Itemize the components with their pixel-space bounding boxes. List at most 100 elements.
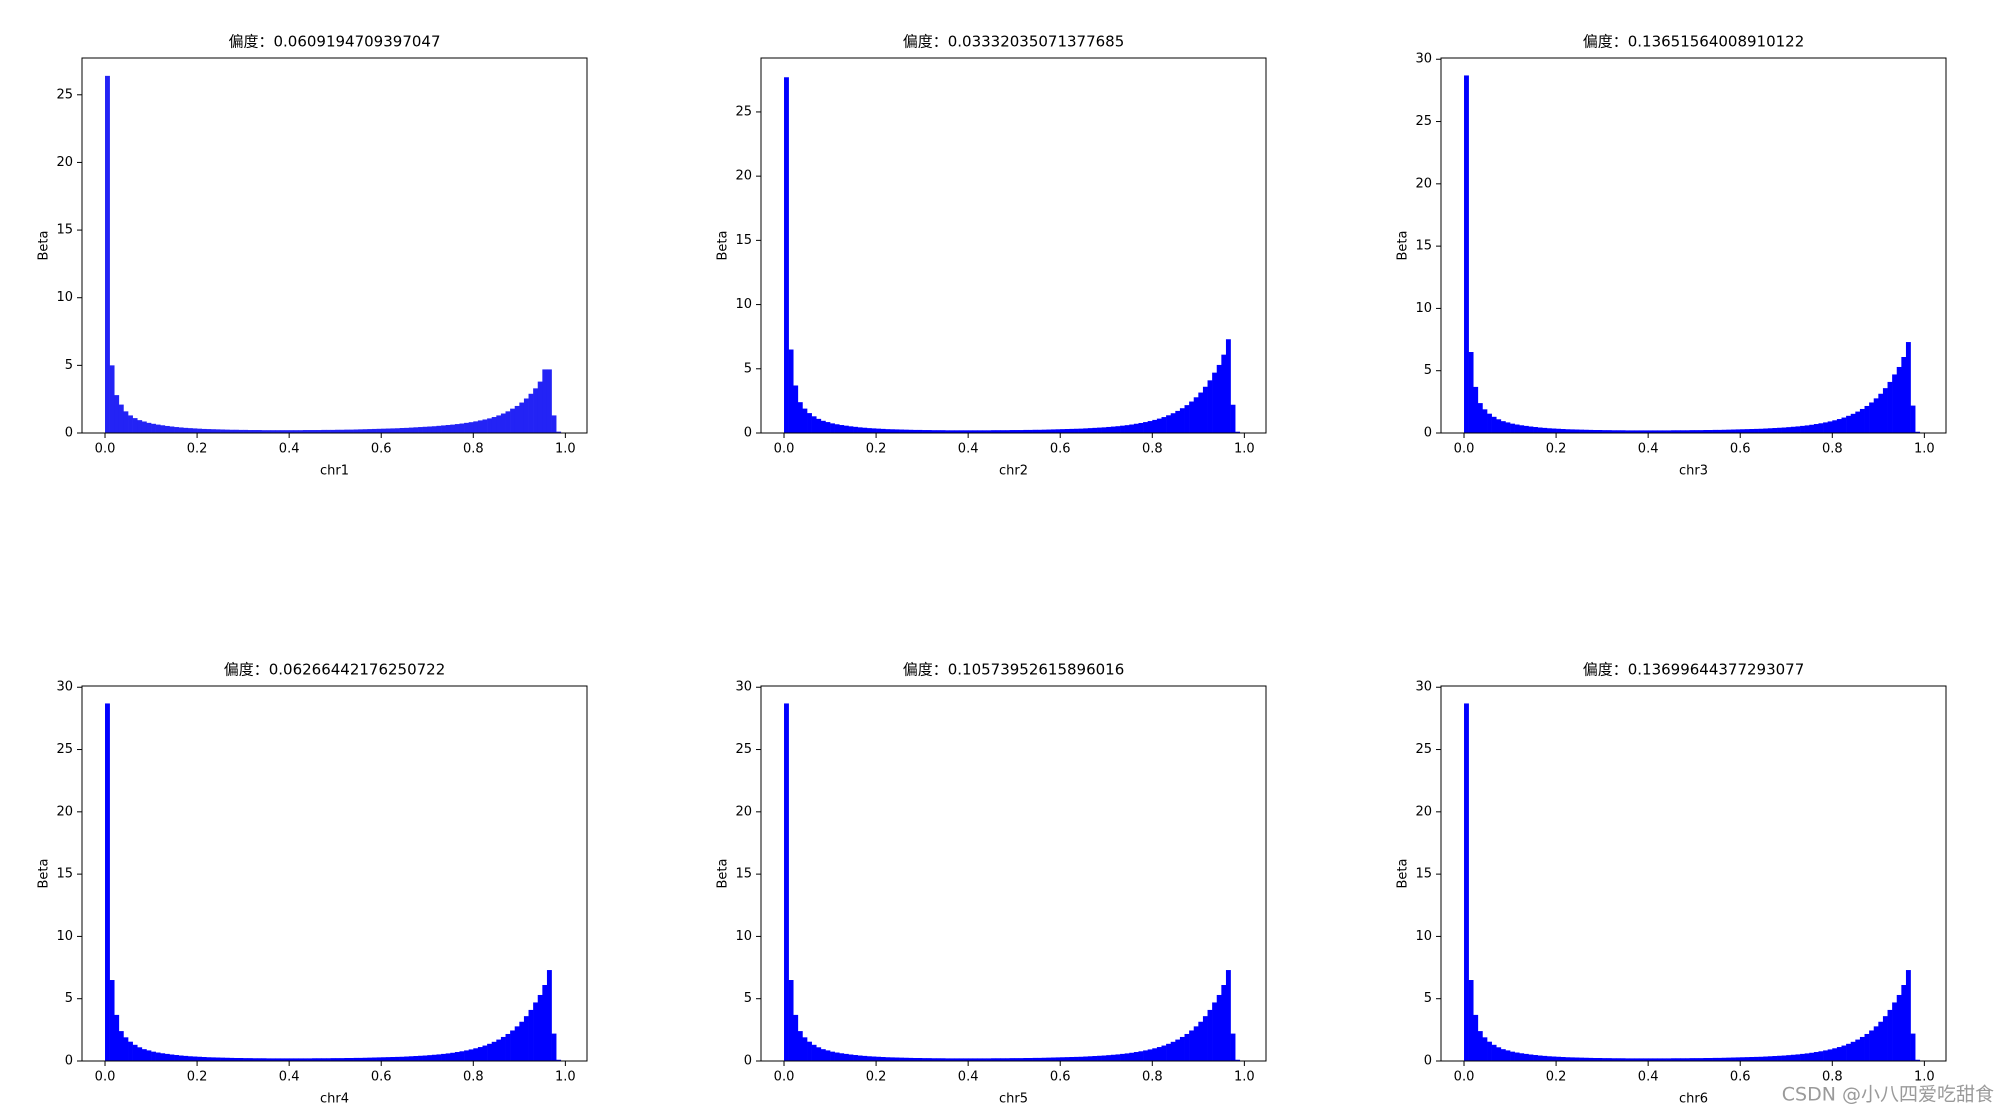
y-tick-label: 10	[1415, 301, 1432, 316]
histogram-bar	[404, 427, 410, 433]
histogram-bar	[1482, 409, 1488, 433]
histogram-bar	[825, 1050, 831, 1061]
histogram-bar	[1721, 429, 1727, 433]
histogram-bar	[903, 1057, 909, 1061]
histogram-bar	[940, 430, 946, 433]
histogram-bar	[436, 1054, 442, 1061]
histogram-bar	[468, 422, 474, 433]
histogram-bar	[871, 1056, 877, 1061]
histogram-bar	[1758, 428, 1764, 433]
histogram-bar	[949, 1058, 955, 1061]
histogram-bar	[1846, 415, 1852, 433]
histogram-bar	[857, 1055, 863, 1061]
histogram-bar	[972, 430, 978, 433]
histogram-bar	[528, 393, 534, 433]
chart-title: 偏度：0.10573952615896016	[903, 661, 1125, 679]
x-tick-label: 0.6	[1050, 1070, 1071, 1085]
histogram-bar	[1583, 1057, 1589, 1061]
histogram-bar	[1744, 1057, 1750, 1061]
histogram-bar	[1097, 427, 1102, 433]
histogram-bar	[201, 428, 207, 433]
histogram-bar	[1597, 1058, 1603, 1061]
histogram-bar	[1051, 1057, 1056, 1061]
histogram-bar	[372, 428, 377, 433]
histogram-bar	[1878, 393, 1884, 433]
histogram-bar	[866, 428, 872, 433]
x-tick-label: 0.2	[1546, 1070, 1567, 1085]
histogram-bar	[954, 1058, 960, 1061]
histogram-bar	[1708, 430, 1713, 433]
histogram-bar	[1717, 429, 1723, 433]
histogram-bar	[834, 1052, 840, 1061]
histogram-bar	[174, 1055, 179, 1061]
histogram-bar	[233, 1058, 239, 1061]
histogram-bar	[825, 422, 831, 433]
histogram-bar	[1004, 430, 1010, 433]
histogram-bar	[1731, 1057, 1736, 1061]
histogram-bar	[395, 1056, 400, 1061]
histogram-bar	[551, 1033, 557, 1061]
histogram-bar	[1818, 1051, 1824, 1061]
histogram-bar	[500, 413, 506, 433]
histogram-bar	[1124, 1053, 1130, 1061]
histogram-bar	[1189, 1030, 1195, 1061]
histogram-bar	[256, 430, 262, 433]
histogram-bar	[252, 1058, 258, 1061]
histogram-bar	[1212, 372, 1218, 433]
histogram-bar	[1000, 1058, 1006, 1061]
histogram-bar	[105, 75, 110, 433]
histogram-bar	[160, 1053, 166, 1061]
histogram-bar	[261, 430, 267, 433]
histogram-bar	[1533, 427, 1538, 433]
y-tick-label: 0	[65, 1054, 73, 1069]
histogram-bar	[1500, 1049, 1506, 1061]
histogram-bar	[1235, 431, 1241, 433]
histogram-bar	[1744, 429, 1750, 433]
histogram-bar	[1193, 397, 1199, 433]
histogram-bar	[1175, 410, 1181, 433]
histogram-bar	[963, 430, 969, 433]
x-tick-label: 0.0	[95, 442, 116, 457]
histogram-bar	[1694, 430, 1700, 433]
histogram-bar	[1097, 1055, 1102, 1061]
histogram-bar	[945, 430, 951, 433]
histogram-bar	[894, 1057, 900, 1061]
histogram-bar	[1037, 429, 1043, 433]
histogram-bar	[1170, 1041, 1176, 1061]
axes-frame	[1440, 685, 1947, 1062]
histogram-bar	[1763, 428, 1769, 433]
histogram-bar	[1703, 1058, 1709, 1061]
histogram-bar	[533, 388, 539, 433]
histogram-bar	[436, 425, 442, 433]
histogram-bar	[118, 404, 124, 433]
histogram-bar	[1133, 423, 1139, 433]
histogram-bar	[1606, 430, 1612, 433]
histogram-bar	[1832, 420, 1838, 433]
histogram-bar	[1859, 1036, 1865, 1061]
histogram-bar	[1032, 429, 1038, 433]
histogram-bar	[1014, 1058, 1020, 1061]
histogram-bar	[1777, 427, 1782, 433]
histogram-bar	[1813, 1052, 1819, 1061]
histogram-bar	[224, 1057, 230, 1061]
histogram-bar	[445, 425, 451, 433]
histogram-bar	[556, 431, 562, 433]
histogram-bar	[1887, 381, 1893, 433]
histogram-bar	[1832, 1048, 1838, 1061]
histogram-bar	[390, 428, 396, 433]
y-axis-label: Beta	[716, 231, 731, 261]
histogram-bar	[187, 428, 193, 433]
histogram-bar	[816, 418, 822, 433]
histogram-bar	[275, 430, 281, 433]
histogram-bar	[321, 429, 327, 433]
histogram-bar	[1055, 1057, 1061, 1061]
y-tick-label: 10	[1415, 929, 1432, 944]
histogram-bar	[1041, 429, 1047, 433]
histogram-bar	[1836, 1047, 1842, 1061]
histogram-bar	[146, 1050, 152, 1061]
histogram-bar	[344, 1058, 350, 1061]
histogram-bar	[1519, 1053, 1525, 1061]
histogram-bar	[1064, 429, 1070, 433]
histogram-bar	[1546, 1056, 1552, 1061]
chart-title: 偏度：0.0609194709397047	[228, 33, 440, 51]
